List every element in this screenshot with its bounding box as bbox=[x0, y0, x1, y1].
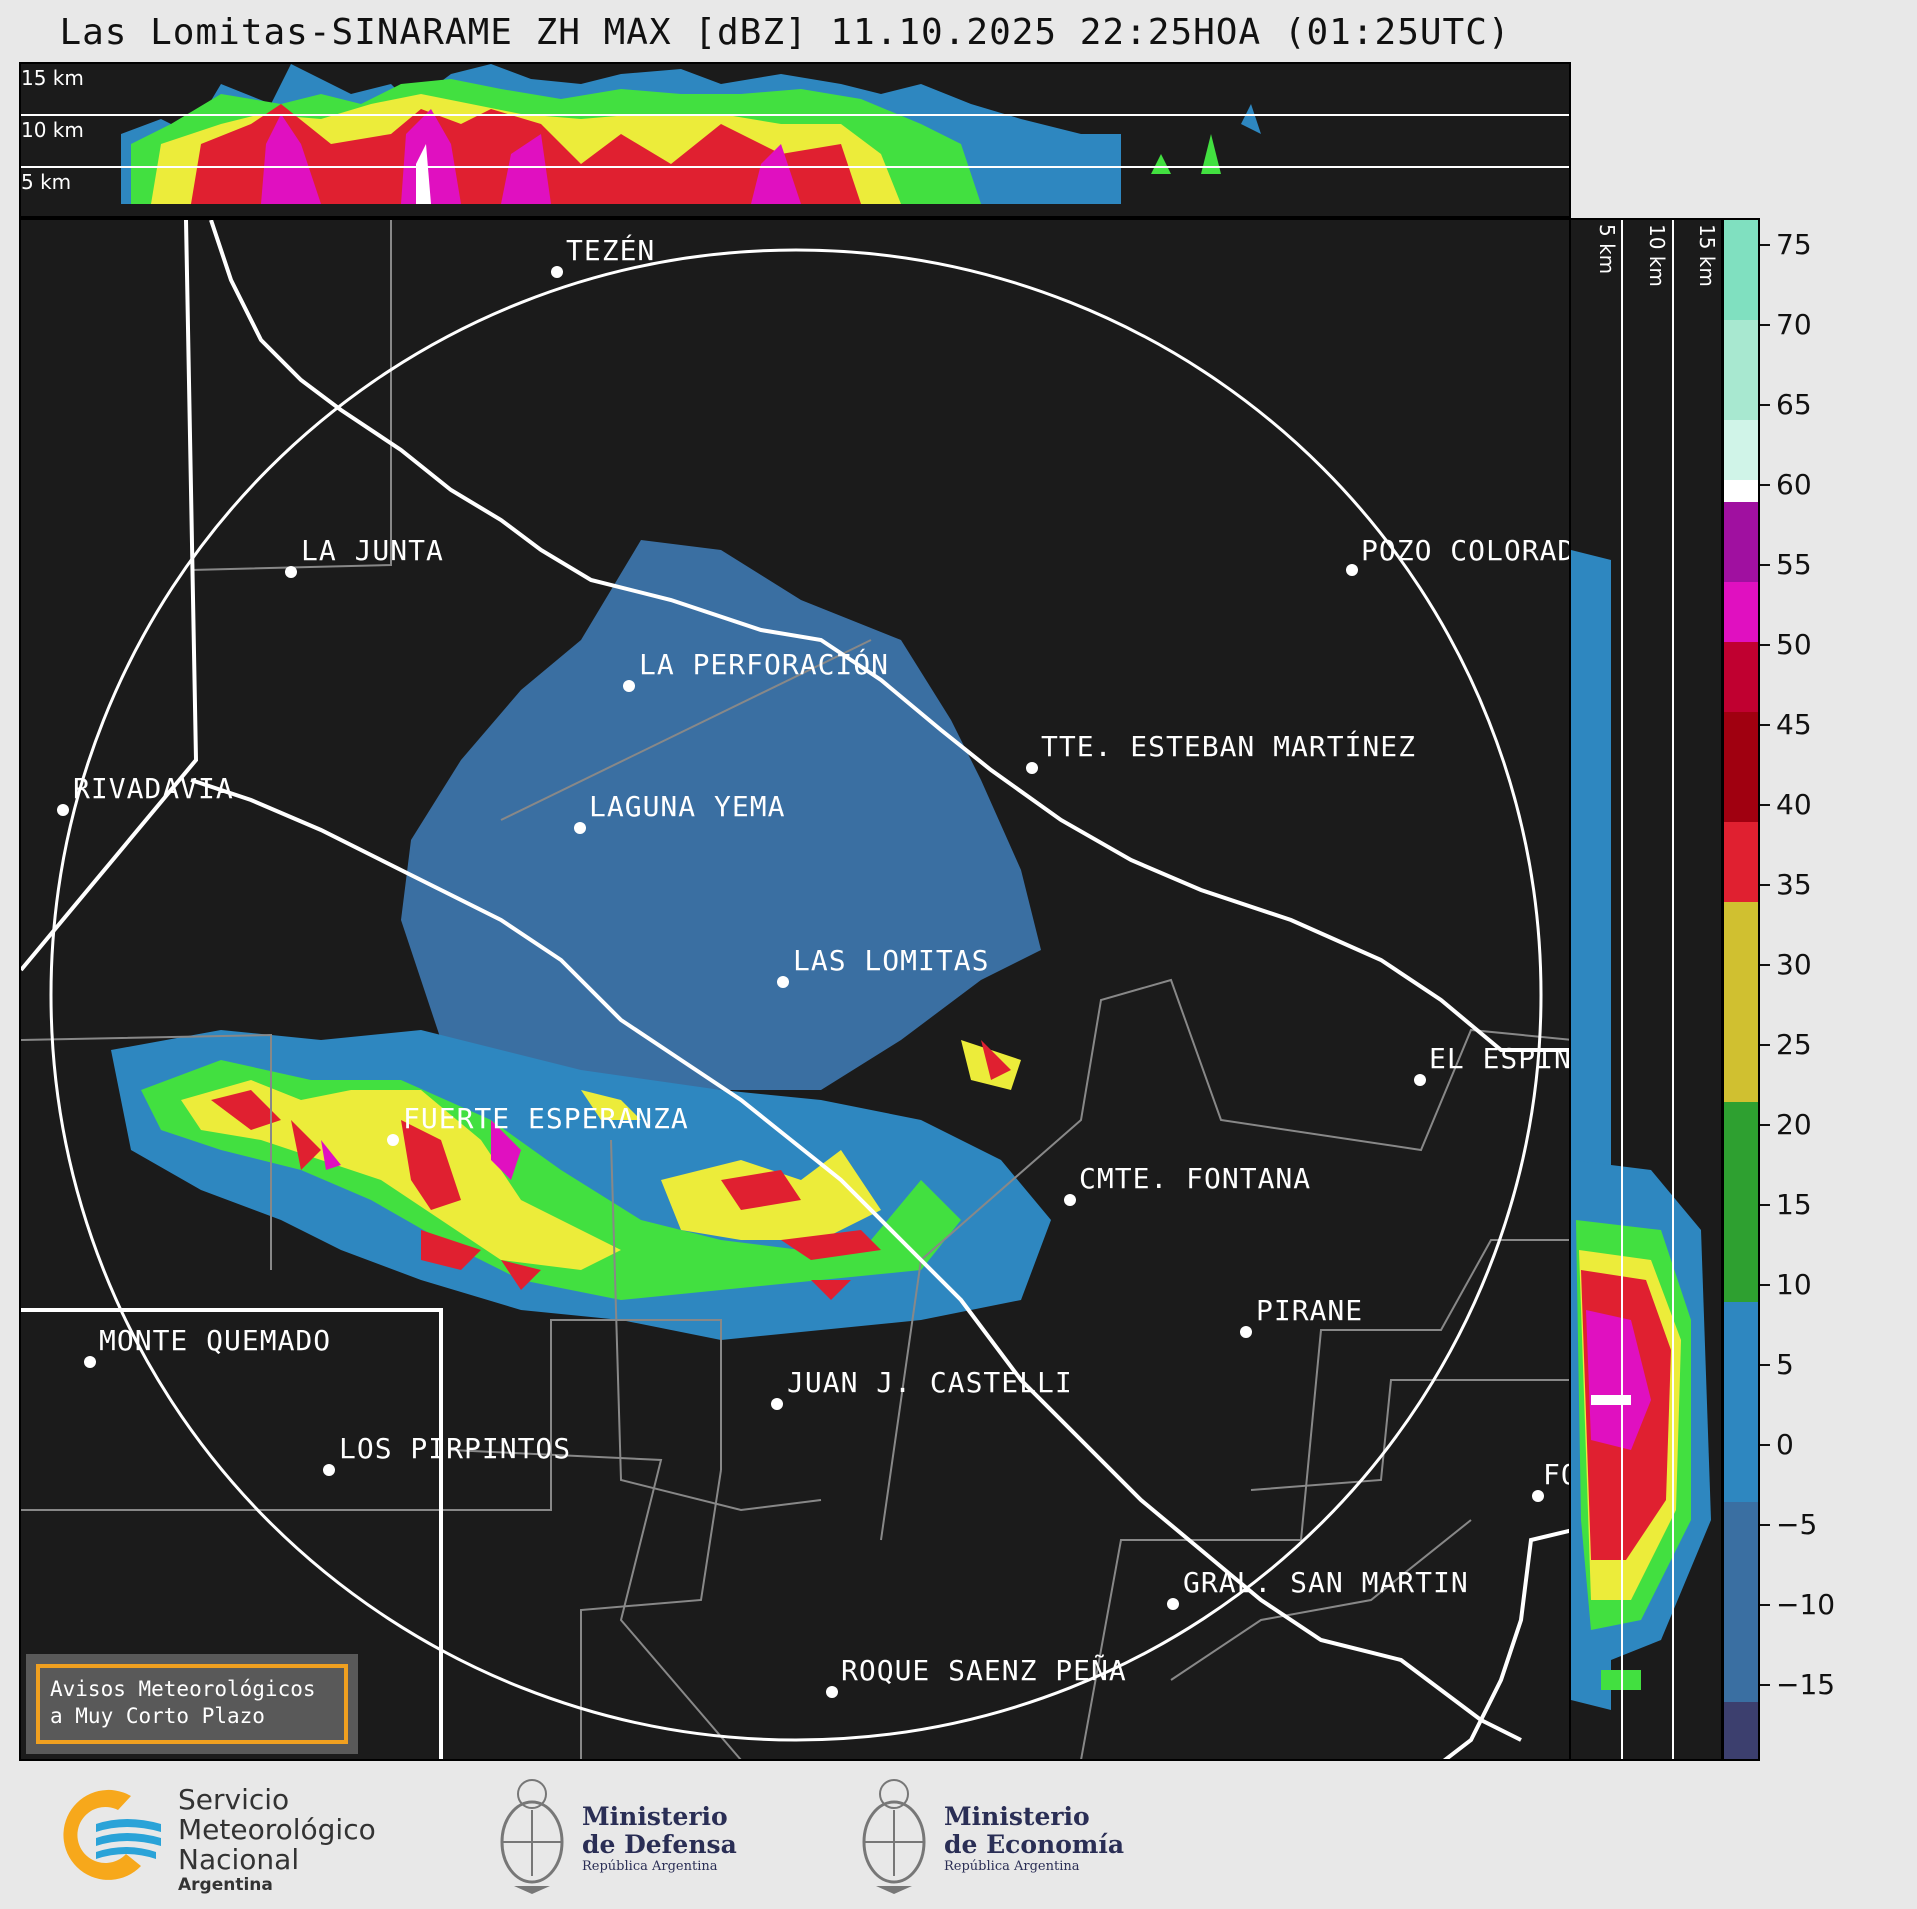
city-dot bbox=[323, 1464, 335, 1476]
map-graphic bbox=[21, 220, 1569, 1759]
tick-label: 65 bbox=[1776, 388, 1812, 421]
tick-label: −5 bbox=[1776, 1508, 1818, 1541]
smn-line-4: Argentina bbox=[178, 1875, 273, 1895]
tick-label: 30 bbox=[1776, 948, 1812, 981]
economia-line-2: de Economía bbox=[944, 1830, 1125, 1859]
range-ring bbox=[49, 248, 1543, 1742]
city-label-la-perforacion: LA PERFORACIÓN bbox=[639, 648, 890, 681]
tick-label: 35 bbox=[1776, 868, 1812, 901]
city-label-la-junta: LA JUNTA bbox=[301, 534, 444, 567]
city-dot bbox=[1532, 1490, 1544, 1502]
defensa-line-3: República Argentina bbox=[582, 1859, 718, 1874]
city-dot bbox=[57, 804, 69, 816]
city-dot bbox=[387, 1134, 399, 1146]
top-profile-graphic bbox=[21, 64, 1569, 204]
city-label-laguna-yema: LAGUNA YEMA bbox=[589, 790, 786, 823]
side-profile-graphic bbox=[1571, 220, 1711, 1759]
tick-label: 0 bbox=[1776, 1428, 1794, 1461]
city-dot bbox=[1346, 564, 1358, 576]
tick-label: 60 bbox=[1776, 468, 1812, 501]
smn-logo-icon bbox=[63, 1789, 161, 1880]
vertical-profile-side: 5 km 10 km 15 km bbox=[1569, 218, 1723, 1761]
tick-label: −15 bbox=[1776, 1668, 1836, 1701]
city-label-rivadavia: RIVADAVIA bbox=[73, 772, 234, 805]
top-label-5km: 5 km bbox=[21, 170, 72, 194]
city-dot bbox=[1026, 762, 1038, 774]
defensa-line-1: Ministerio bbox=[582, 1802, 728, 1831]
radar-echoes bbox=[111, 540, 1051, 1340]
top-label-10km: 10 km bbox=[21, 118, 84, 142]
city-dot bbox=[1240, 1326, 1252, 1338]
side-label-15km: 15 km bbox=[1695, 224, 1719, 287]
city-dot bbox=[551, 266, 563, 278]
city-dot bbox=[285, 566, 297, 578]
city-label-los-pirpintos: LOS PIRPINTOS bbox=[339, 1432, 572, 1465]
city-label-pirane: PIRANE bbox=[1256, 1294, 1364, 1327]
city-dot bbox=[84, 1356, 96, 1368]
tick-label: 25 bbox=[1776, 1028, 1812, 1061]
tick-label: 40 bbox=[1776, 788, 1812, 821]
tick-label: 20 bbox=[1776, 1108, 1812, 1141]
radar-map[interactable]: TEZÉN LA JUNTA POZO COLORAD LA PERFORACI… bbox=[19, 218, 1571, 1761]
smn-line-3: Nacional bbox=[178, 1843, 300, 1876]
city-dot bbox=[1064, 1194, 1076, 1206]
tick-label: 45 bbox=[1776, 708, 1812, 741]
city-dot bbox=[1167, 1598, 1179, 1610]
city-label-fo: FO bbox=[1543, 1458, 1569, 1491]
vertical-profile-top: 15 km 10 km 5 km bbox=[19, 62, 1571, 218]
coat-of-arms-icon bbox=[862, 1779, 926, 1894]
city-label-cmte-fontana: CMTE. FONTANA bbox=[1079, 1162, 1312, 1195]
warnings-notice[interactable]: Avisos Meteorológicos a Muy Corto Plazo bbox=[26, 1654, 358, 1754]
city-label-pozo-colorado: POZO COLORAD bbox=[1361, 534, 1571, 567]
tick-label: 70 bbox=[1776, 308, 1812, 341]
city-dot bbox=[574, 822, 586, 834]
city-dot bbox=[1414, 1074, 1426, 1086]
city-label-roque-saenz-pena: ROQUE SAENZ PEÑA bbox=[841, 1654, 1127, 1687]
economia-line-3: República Argentina bbox=[944, 1859, 1080, 1874]
side-label-5km: 5 km bbox=[1595, 224, 1619, 275]
radar-site-dot bbox=[777, 976, 789, 988]
tick-label: 55 bbox=[1776, 548, 1812, 581]
city-label-las-lomitas: LAS LOMITAS bbox=[793, 944, 990, 977]
tick-label: 10 bbox=[1776, 1268, 1812, 1301]
dbz-colorbar bbox=[1722, 218, 1760, 1761]
economia-line-1: Ministerio bbox=[944, 1802, 1090, 1831]
tick-label: 15 bbox=[1776, 1188, 1812, 1221]
notice-line-1: Avisos Meteorológicos bbox=[50, 1677, 316, 1701]
coat-of-arms-icon bbox=[500, 1779, 564, 1894]
smn-line-1: Servicio bbox=[178, 1783, 290, 1816]
department-boundaries bbox=[21, 220, 1569, 1759]
city-label-tte-esteban-martinez: TTE. ESTEBAN MARTÍNEZ bbox=[1041, 730, 1417, 763]
top-label-15km: 15 km bbox=[21, 66, 84, 90]
top-profile-echoes bbox=[121, 64, 1261, 204]
city-label-tezen: TEZÉN bbox=[566, 234, 656, 267]
city-dot bbox=[826, 1686, 838, 1698]
side-label-10km: 10 km bbox=[1645, 224, 1669, 287]
chart-title: Las Lomitas-SINARAME ZH MAX [dBZ] 11.10.… bbox=[59, 12, 1511, 53]
tick-label: 75 bbox=[1776, 228, 1812, 261]
city-label-el-espin: EL ESPIN bbox=[1429, 1042, 1571, 1075]
tick-label: 5 bbox=[1776, 1348, 1794, 1381]
smn-line-2: Meteorológico bbox=[178, 1813, 376, 1846]
notice-line-2: a Muy Corto Plazo bbox=[50, 1704, 265, 1728]
city-label-gral-san-martin: GRAL. SAN MARTIN bbox=[1183, 1566, 1469, 1599]
tick-label: −10 bbox=[1776, 1588, 1836, 1621]
province-boundaries bbox=[21, 220, 1569, 1759]
side-profile-echoes bbox=[1571, 550, 1711, 1710]
city-label-juan-j-castelli: JUAN J. CASTELLI bbox=[787, 1366, 1073, 1399]
tick-label: 50 bbox=[1776, 628, 1812, 661]
city-label-monte-quemado: MONTE QUEMADO bbox=[99, 1324, 332, 1357]
city-dot bbox=[623, 680, 635, 692]
defensa-line-2: de Defensa bbox=[582, 1830, 737, 1859]
city-label-fuerte-esperanza: FUERTE ESPERANZA bbox=[403, 1102, 689, 1135]
city-dot bbox=[771, 1398, 783, 1410]
